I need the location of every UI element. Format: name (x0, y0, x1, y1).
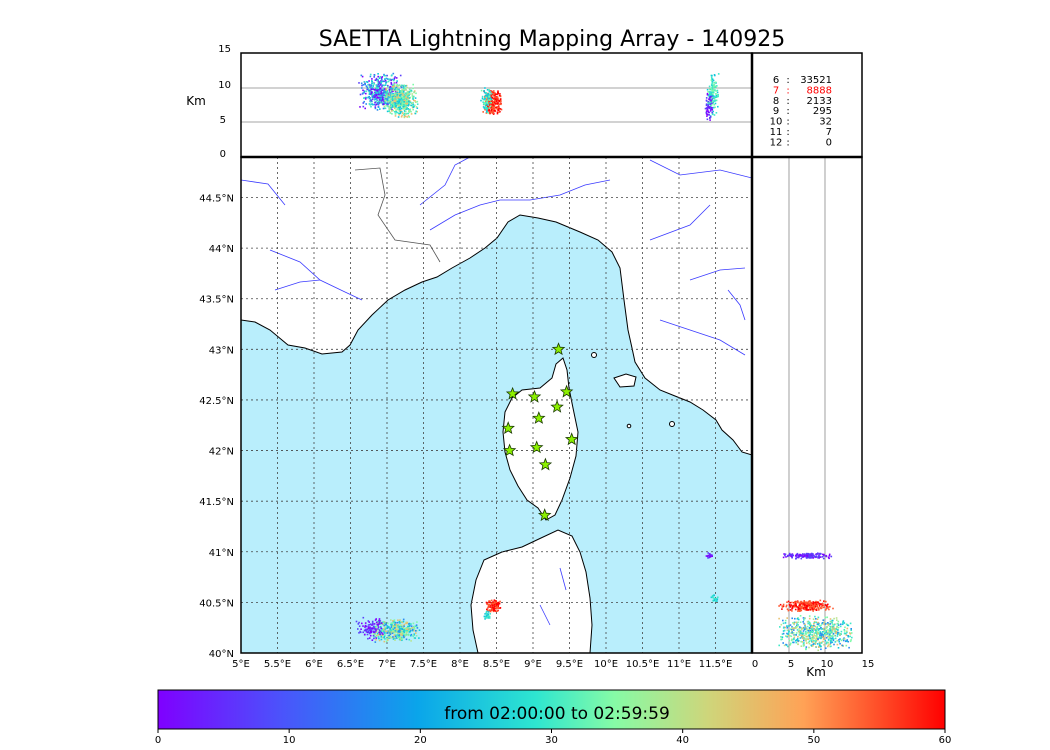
station-star-icon (501, 421, 515, 434)
altitude-tick-0: 0 (220, 149, 226, 160)
map-panel: 5°E 5.5°E 6°E 6.5°E 7°E 7.5°E 8°E 8.5°E 9°E 9.5°E… (199, 156, 753, 670)
graticule (241, 157, 752, 653)
rivers (241, 157, 752, 626)
stats-value: 8888 (807, 85, 832, 96)
station-star-icon (550, 399, 564, 413)
station-star-icon (551, 342, 566, 356)
altitude-tick-15: 15 (218, 44, 231, 55)
latitude-tick-label: 43.5°N (199, 295, 234, 306)
colorbar: from 02:00:00 to 02:59:59 0 10 20 30 40 50 60 (155, 689, 952, 746)
longitude-tick-label: 9.5°E (556, 659, 583, 670)
longitude-tick-label: 9°E (524, 659, 542, 670)
colorbar-tick-label: 50 (807, 735, 820, 746)
stats-value: 2133 (807, 96, 832, 107)
station-star-icon (502, 443, 517, 457)
station-star-icon (505, 386, 520, 400)
latitude-tick-label: 42.5°N (199, 396, 234, 407)
stats-colon: : (786, 75, 789, 86)
colorbar-tick-label: 20 (414, 735, 427, 746)
longitude-tick-label: 5.5°E (264, 659, 291, 670)
colorbar-gradient (157, 689, 946, 730)
station-markers (501, 342, 579, 522)
mainland-land (241, 157, 752, 456)
station-star-icon (529, 440, 544, 454)
longitude-tick-label: 6.5°E (337, 659, 364, 670)
latitude-tick-label: 41°N (209, 548, 234, 559)
figure-title: SAETTA Lightning Mapping Array - 140925 (319, 27, 786, 52)
longitude-ticks: 5°E 5.5°E 6°E 6.5°E 7°E 7.5°E 8°E 8.5°E 9°E 9.5°E… (232, 659, 732, 670)
colorbar-tick-label: 10 (283, 735, 296, 746)
altitude-tick-5: 5 (220, 115, 226, 126)
stats-colon: : (786, 85, 789, 96)
country-border (354, 167, 441, 263)
stats-value: 32 (819, 117, 832, 128)
altitude-scatter (358, 72, 720, 121)
station-star-icon (538, 457, 553, 471)
latitude-tick-label: 43°N (209, 345, 234, 356)
side-scatter (778, 552, 853, 652)
stats-label: 10 (770, 117, 783, 128)
sardinia-island (470, 529, 593, 653)
side-tick-0: 0 (752, 659, 758, 670)
latitude-tick-label: 44.5°N (199, 193, 234, 204)
altitude-axis-label: Km (186, 94, 206, 108)
stats-colon: : (786, 106, 789, 117)
stats-colon: : (786, 96, 789, 107)
station-star-icon (559, 384, 574, 398)
stats-value: 295 (813, 106, 832, 117)
altitude-tick-10: 10 (218, 80, 231, 91)
station-star-icon (532, 411, 546, 424)
stats-colon: : (786, 127, 789, 138)
stats-label: 7 (773, 85, 779, 96)
latitude-tick-label: 44°N (209, 244, 234, 255)
side-panel: 0 5 10 15 Km (751, 156, 875, 679)
colorbar-tick-label: 40 (676, 735, 689, 746)
altitude-panel: Km 0 5 10 15 (186, 44, 753, 160)
colorbar-label: from 02:00:00 to 02:59:59 (444, 704, 670, 724)
longitude-tick-label: 10°E (594, 659, 618, 670)
side-tick-10: 10 (821, 659, 834, 670)
longitude-tick-label: 8.5°E (483, 659, 510, 670)
stats-label: 6 (773, 75, 779, 86)
colorbar-tick-label: 0 (155, 735, 161, 746)
longitude-tick-label: 7.5°E (410, 659, 437, 670)
station-star-icon (527, 389, 542, 403)
side-tick-5: 5 (788, 659, 794, 670)
map-scatter (355, 552, 719, 643)
stats-label: 8 (773, 96, 779, 107)
stats-label: 11 (770, 127, 783, 138)
latitude-tick-label: 42°N (209, 447, 234, 458)
colorbar-tick-label: 60 (939, 735, 952, 746)
side-axis-label: Km (806, 665, 826, 679)
corsica-island (502, 357, 579, 521)
side-tick-15: 15 (862, 659, 875, 670)
stats-value: 0 (826, 137, 832, 148)
station-star-icon (564, 432, 579, 446)
island-elba (613, 373, 637, 388)
island-small (669, 421, 675, 427)
stats-colon: : (786, 117, 789, 128)
longitude-tick-label: 7°E (378, 659, 396, 670)
longitude-tick-label: 11.5°E (699, 659, 733, 670)
colorbar-tick-label: 30 (545, 735, 558, 746)
island-small (626, 423, 632, 429)
longitude-tick-label: 11°E (667, 659, 691, 670)
longitude-tick-label: 10.5°E (626, 659, 660, 670)
latitude-tick-label: 41.5°N (199, 497, 234, 508)
stats-label: 9 (773, 106, 779, 117)
stats-value: 7 (826, 127, 832, 138)
island-small (591, 352, 597, 358)
longitude-tick-label: 8°E (451, 659, 469, 670)
stats-value: 33521 (800, 75, 832, 86)
latitude-tick-label: 40°N (209, 649, 234, 660)
latitude-tick-label: 40.5°N (199, 598, 234, 609)
longitude-tick-label: 6°E (305, 659, 323, 670)
stats-colon: : (786, 137, 789, 148)
station-star-icon (537, 508, 552, 522)
latitude-ticks: 40°N 40.5°N 41°N 41.5°N 42°N 42.5°N 43°N 43.5°N… (199, 193, 234, 660)
stats-label: 12 (770, 137, 783, 148)
longitude-tick-label: 5°E (232, 659, 250, 670)
